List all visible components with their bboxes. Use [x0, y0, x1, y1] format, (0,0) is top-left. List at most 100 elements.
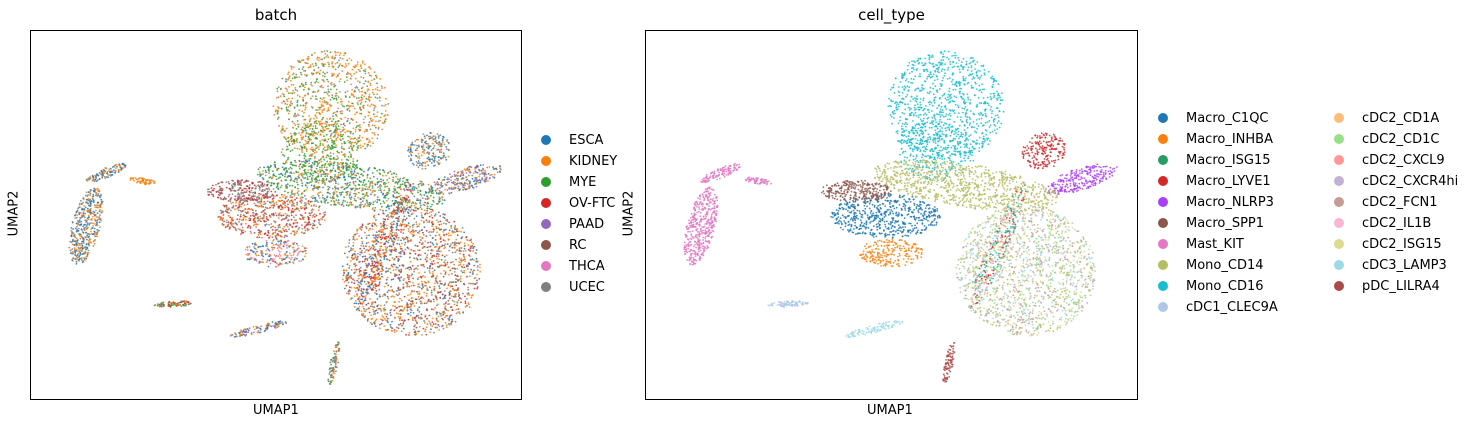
legend-marker: [541, 282, 551, 292]
cluster-left-block: [217, 193, 326, 239]
cluster-bottom-tail: [327, 341, 341, 385]
legend-marker: [541, 177, 551, 187]
legend-marker: [1334, 176, 1344, 186]
plot-area-cell-type: [645, 30, 1138, 400]
legend-label: Macro_INHBA: [1186, 131, 1273, 147]
legend-label: Macro_NLRP3: [1186, 194, 1274, 210]
cluster-mast-tail: [745, 176, 772, 186]
cluster-left-block: [830, 193, 941, 239]
legend-item-kidney: KIDNEY: [541, 151, 617, 171]
cluster-mast-left: [683, 186, 719, 266]
cluster-mast-tail: [129, 177, 156, 186]
cluster-mast-tip: [85, 162, 127, 183]
cluster-small-left: [153, 300, 192, 308]
cluster-lower-left: [244, 238, 307, 268]
legend-item-macro-spp1: Macro_SPP1: [1158, 213, 1264, 233]
legend-cell-type: Macro_C1QC Macro_INHBA Macro_ISG15 Macro_LY…: [1158, 108, 1468, 318]
legend-item-cdc2-fcn1: cDC2_FCN1: [1334, 192, 1438, 212]
legend-item-cdc3-lamp3: cDC3_LAMP3: [1334, 255, 1447, 275]
legend-marker: [1158, 218, 1168, 228]
cluster-mast-left: [68, 187, 104, 265]
legend-item-cdc2-cd1c: cDC2_CD1C: [1334, 129, 1439, 149]
plot-area-batch: [30, 30, 522, 400]
legend-label: cDC2_IL1B: [1362, 215, 1432, 231]
cluster-right-arm: [1044, 163, 1118, 195]
legend-item-mast-kit: Mast_KIT: [1158, 234, 1244, 254]
legend-marker: [1334, 155, 1344, 165]
legend-label: cDC2_CD1A: [1362, 110, 1440, 126]
legend-label: THCA: [569, 258, 605, 274]
legend-batch: ESCA KIDNEY MYE OV-FTC PAAD RC THCA UCEC: [541, 130, 641, 300]
umap-scatter-cell-type: [683, 50, 1118, 383]
legend-marker: [1334, 281, 1344, 291]
legend-marker: [1158, 239, 1168, 249]
legend-item-rc: RC: [541, 235, 586, 255]
legend-item-macro-inhba: Macro_INHBA: [1158, 129, 1273, 149]
legend-marker: [541, 219, 551, 229]
cluster-mid-band: [256, 159, 446, 213]
cluster-lower-left: [859, 238, 923, 268]
legend-item-mono-cd16: Mono_CD16: [1158, 276, 1264, 296]
legend-label: cDC2_CXCR4hi: [1362, 173, 1459, 189]
legend-label: cDC2_ISG15: [1362, 236, 1442, 252]
cluster-right-arm: [428, 164, 502, 196]
legend-item-ucec: UCEC: [541, 277, 605, 297]
cluster-top-fan-low: [280, 120, 360, 182]
legend-item-mono-cd14: Mono_CD14: [1158, 255, 1264, 275]
legend-item-macro-isg15: Macro_ISG15: [1158, 150, 1271, 170]
cluster-left-top: [821, 179, 892, 203]
legend-label: cDC2_CXCL9: [1362, 152, 1445, 168]
legend-label: KIDNEY: [569, 153, 618, 169]
legend-label: OV-FTC: [569, 195, 616, 211]
legend-item-macro-lyve1: Macro_LYVE1: [1158, 171, 1271, 191]
legend-item-macro-nlrp3: Macro_NLRP3: [1158, 192, 1274, 212]
legend-item-mye: MYE: [541, 172, 596, 192]
legend-marker: [541, 240, 551, 250]
legend-item-pdc-lilra4: pDC_LILRA4: [1334, 276, 1440, 296]
legend-label: cDC2_CD1C: [1362, 131, 1440, 147]
legend-label: MYE: [569, 174, 597, 190]
legend-marker: [541, 198, 551, 208]
x-axis-label-batch: UMAP1: [253, 403, 299, 418]
legend-marker: [541, 261, 551, 271]
cluster-right-body: [955, 206, 1096, 337]
legend-item-thca: THCA: [541, 256, 605, 276]
legend-marker: [1334, 113, 1344, 123]
cluster-right-body: [341, 205, 481, 336]
legend-label: Mono_CD16: [1186, 278, 1264, 294]
legend-item-cdc2-cxcl9: cDC2_CXCL9: [1334, 150, 1445, 170]
legend-item-cdc2-isg15: cDC2_ISG15: [1334, 234, 1442, 254]
cluster-diag-strip: [969, 181, 1027, 309]
legend-marker: [1158, 197, 1168, 207]
legend-label: Mono_CD14: [1186, 257, 1264, 273]
cluster-right-top: [1021, 132, 1066, 170]
panel-title-batch: batch: [254, 6, 298, 24]
cluster-small-left: [767, 300, 809, 308]
umap-scatter-batch: [68, 50, 502, 385]
cluster-top-fan: [887, 50, 1005, 160]
cluster-small-mid: [229, 320, 287, 338]
legend-label: UCEC: [569, 279, 605, 295]
legend-item-paad: PAAD: [541, 214, 604, 234]
y-axis-label-batch: UMAP2: [6, 190, 22, 237]
legend-label: Mast_KIT: [1186, 236, 1244, 252]
legend-label: cDC2_FCN1: [1362, 194, 1438, 210]
legend-item-cdc2-il1b: cDC2_IL1B: [1334, 213, 1431, 233]
legend-label: Macro_ISG15: [1186, 152, 1271, 168]
legend-marker: [1158, 302, 1168, 312]
cluster-right-top: [407, 132, 450, 170]
legend-item-macro-c1qc: Macro_C1QC: [1158, 108, 1269, 128]
legend-marker: [1158, 281, 1168, 291]
legend-item-cdc2-cxcr4hi: cDC2_CXCR4hi: [1334, 171, 1458, 191]
legend-label: Macro_SPP1: [1186, 215, 1265, 231]
legend-marker: [1158, 155, 1168, 165]
legend-label: RC: [569, 237, 587, 253]
legend-item-cdc2-cd1a: cDC2_CD1A: [1334, 108, 1439, 128]
legend-marker: [1334, 197, 1344, 207]
legend-marker: [1158, 260, 1168, 270]
legend-marker: [1334, 260, 1344, 270]
y-axis-label-cell-type: UMAP2: [621, 190, 637, 237]
legend-label: pDC_LILRA4: [1362, 278, 1440, 294]
cluster-top-fan: [272, 50, 390, 161]
cluster-bottom-tail: [942, 342, 956, 383]
